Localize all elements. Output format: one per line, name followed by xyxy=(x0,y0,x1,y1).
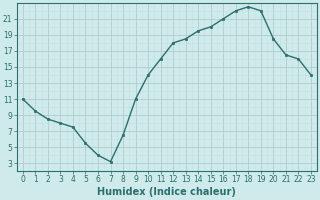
X-axis label: Humidex (Indice chaleur): Humidex (Indice chaleur) xyxy=(98,187,236,197)
